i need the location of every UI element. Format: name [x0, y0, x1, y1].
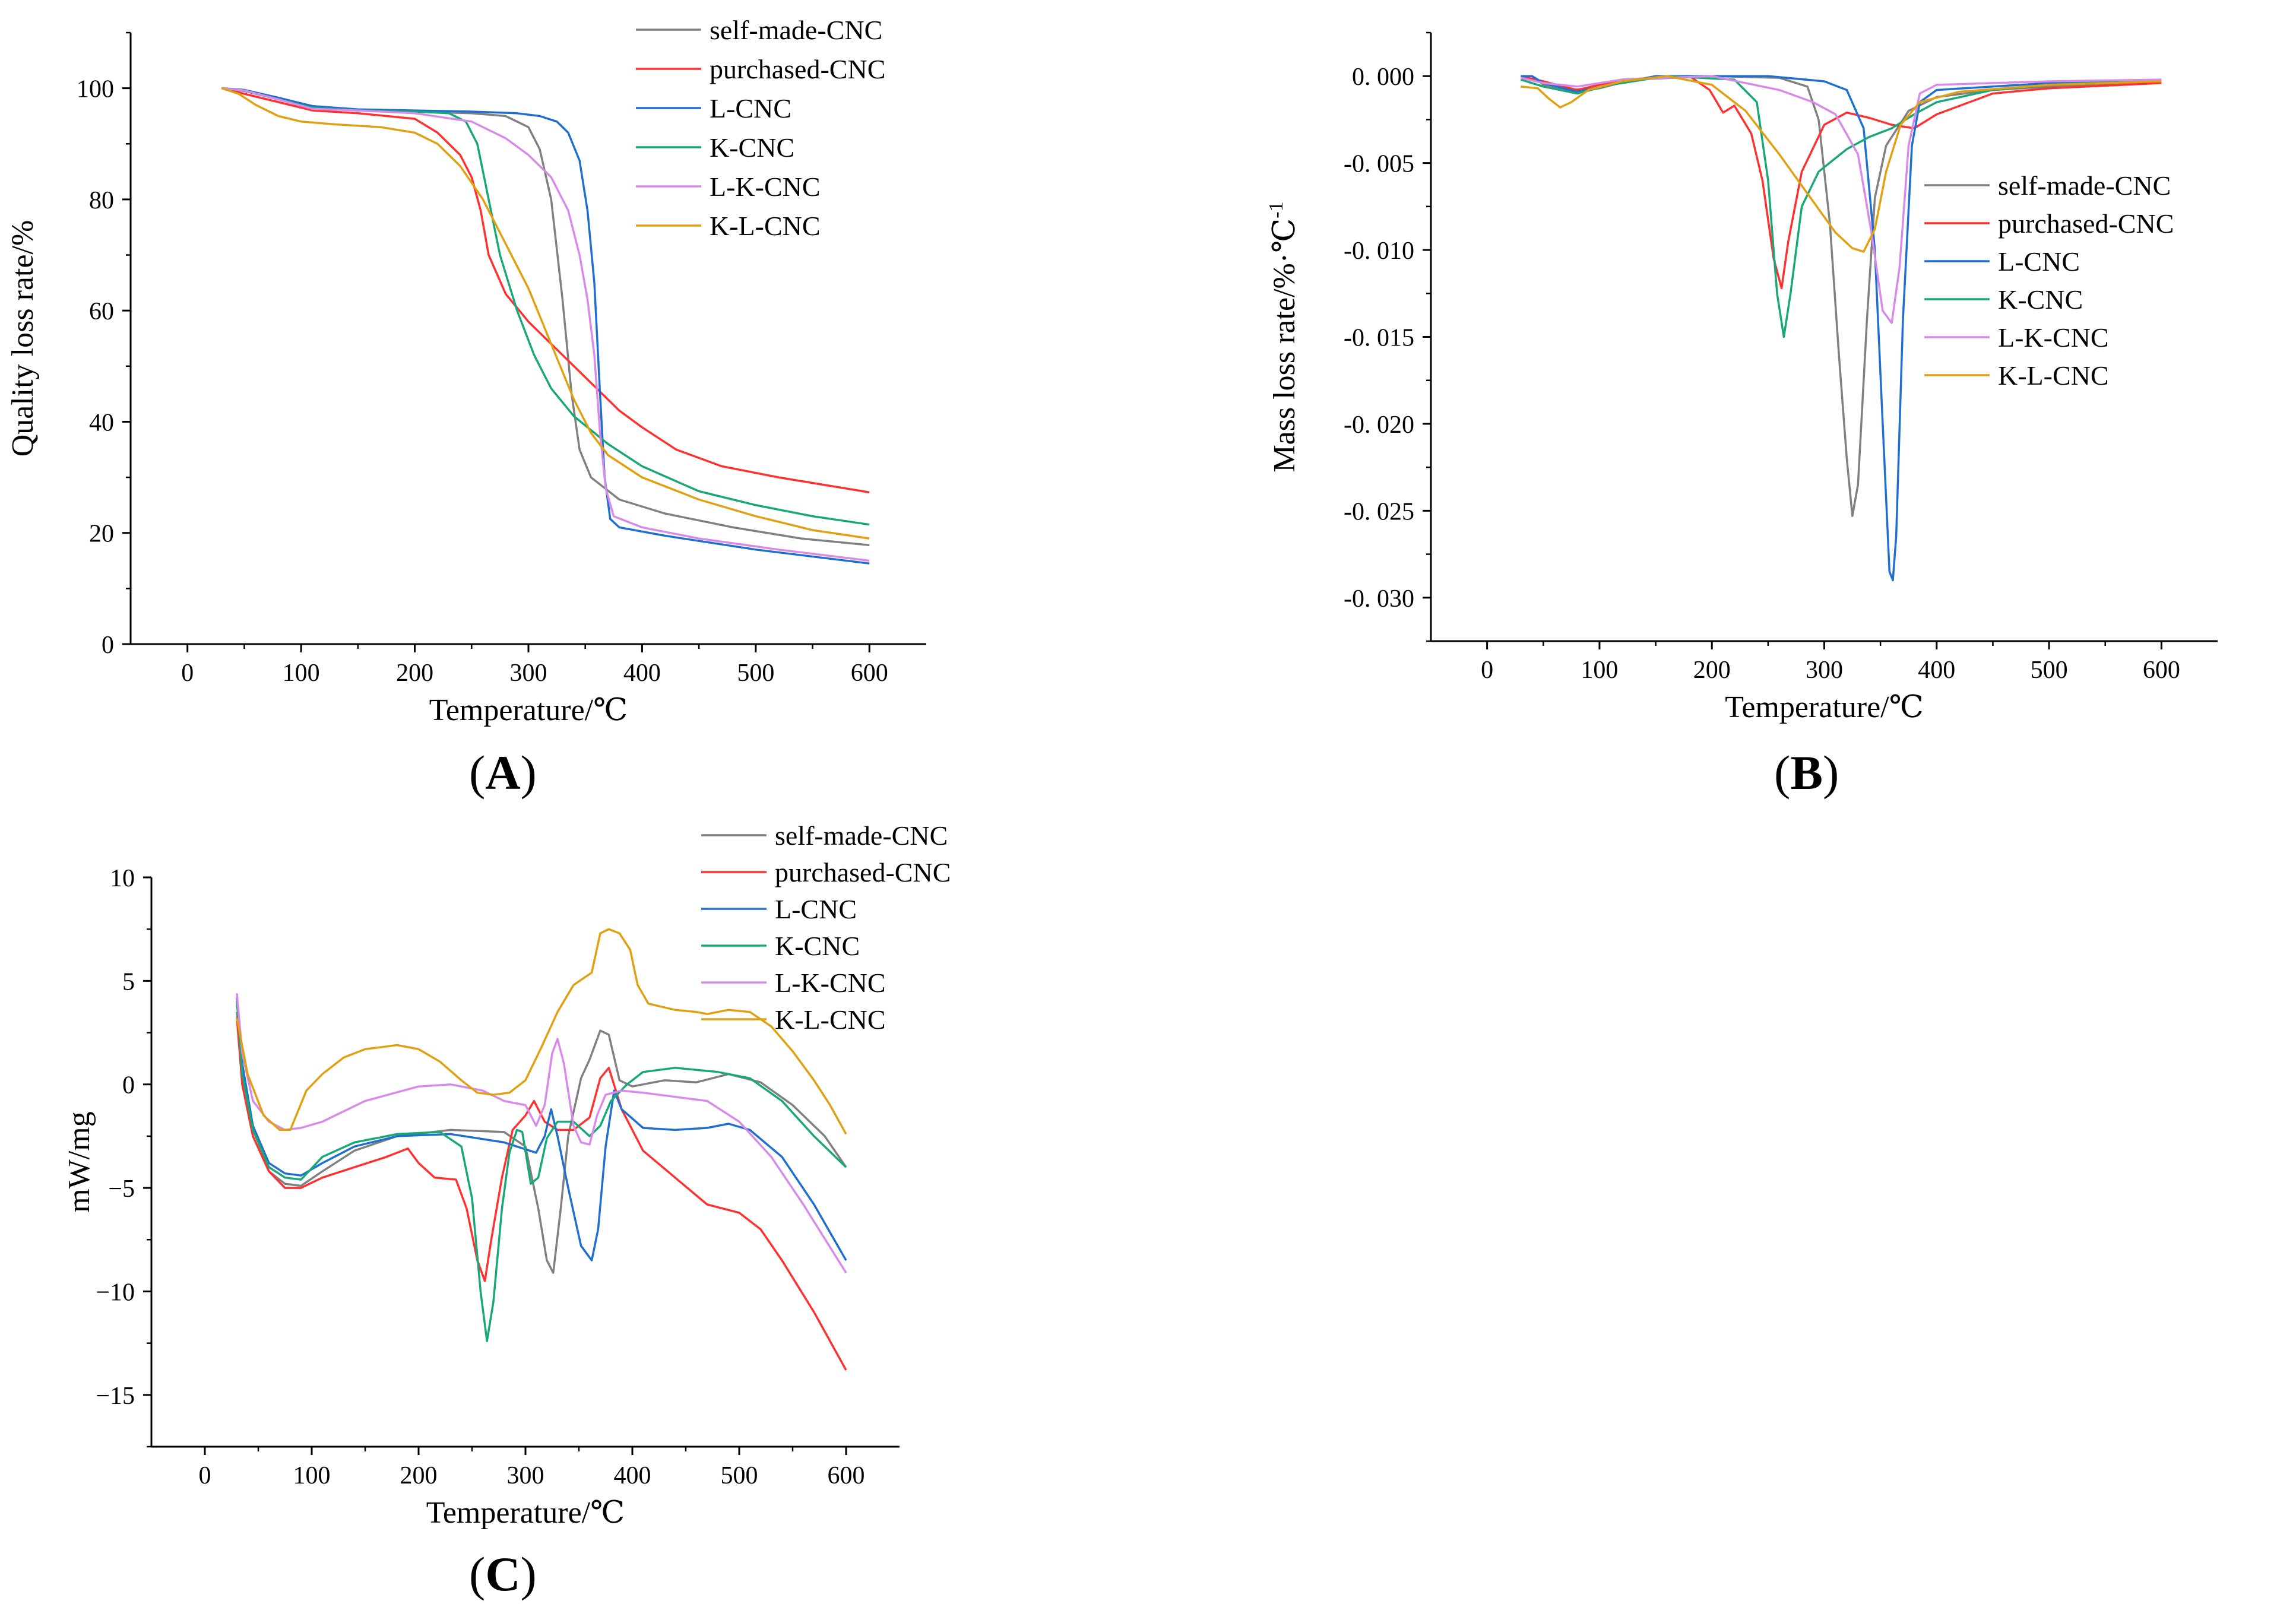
series-line-k-l-cnc	[221, 87, 870, 540]
series-line-k-l-cnc	[1521, 75, 2162, 253]
y-tick-label: −10	[96, 1279, 135, 1306]
y-axis-label-superscript: -1	[1265, 201, 1287, 218]
legend-label: K-CNC	[710, 132, 794, 163]
y-tick-label: −15	[96, 1383, 135, 1410]
series-line-purchased-cnc	[236, 1017, 847, 1371]
series-line-k-cnc	[236, 1001, 847, 1342]
x-tick-label: 500	[737, 660, 774, 687]
series-line-purchased-cnc	[221, 87, 870, 494]
series-line-k-cnc	[1520, 75, 2162, 338]
y-tick-label: 0	[102, 632, 114, 659]
x-tick-label: 200	[396, 660, 433, 687]
legend-label: K-CNC	[775, 931, 860, 961]
series-line-l-cnc	[236, 997, 847, 1261]
x-tick-label: 100	[1581, 657, 1618, 684]
y-tick-label: -0. 030	[1344, 585, 1414, 613]
x-tick-label: 500	[2031, 657, 2068, 684]
y-tick-label: -0. 015	[1344, 325, 1414, 352]
legend-label: L-K-CNC	[775, 968, 886, 998]
x-tick-label: 400	[623, 660, 661, 687]
legend-label: K-L-CNC	[775, 1004, 886, 1035]
x-tick-label: 100	[293, 1462, 331, 1489]
y-tick-label: 20	[89, 521, 114, 548]
x-tick-label: 600	[851, 660, 888, 687]
legend: self-made-CNC purchased-CNC L-CNC K-CNC L-K-…	[636, 15, 885, 241]
x-axis-label: Temperature/℃	[429, 693, 628, 727]
y-tick-label: 10	[110, 865, 135, 892]
x-axis-label: Temperature/℃	[426, 1496, 625, 1530]
x-tick-label: 0	[181, 660, 194, 687]
legend-label: L-K-CNC	[1998, 322, 2109, 353]
legend-label: purchased-CNC	[775, 857, 951, 887]
legend-label: self-made-CNC	[710, 15, 882, 45]
y-tick-label: -0. 010	[1344, 237, 1414, 265]
x-tick-label: 600	[828, 1462, 865, 1489]
y-tick-label: 60	[89, 298, 114, 325]
x-tick-label: 300	[507, 1462, 544, 1489]
legend-label: self-made-CNC	[1998, 170, 2171, 201]
x-tick-label: 300	[1806, 657, 1843, 684]
legend-label: self-made-CNC	[775, 820, 948, 851]
chart-panel-c: 0 100 200 300 400 500 600 10 5 0 −5 −10 −15 Temperatu…	[62, 820, 951, 1530]
series-line-l-k-cnc	[1521, 75, 2162, 324]
y-tick-label: −5	[108, 1175, 135, 1203]
legend-label: K-CNC	[1998, 284, 2083, 315]
legend-label: K-L-CNC	[710, 211, 821, 241]
y-axis-label: Quality loss rate/%	[6, 220, 40, 457]
y-tick-label: 80	[89, 187, 114, 214]
panel-label-b: (B)	[1774, 746, 1839, 800]
x-tick-label: 100	[283, 660, 320, 687]
panel-label-a: (A)	[469, 746, 537, 800]
y-tick-label: 40	[89, 409, 114, 436]
x-tick-label: 300	[510, 660, 547, 687]
series-line-l-k-cnc	[221, 87, 870, 562]
chart-panel-b: 0 100 200 300 400 500 600 0. 000 -0. 005 -0. 010 -…	[1265, 31, 2218, 724]
legend-label: L-CNC	[710, 93, 791, 123]
y-tick-label: -0. 005	[1344, 151, 1414, 178]
y-tick-label: -0. 020	[1344, 411, 1414, 439]
y-tick-label: 0. 000	[1352, 64, 1414, 91]
legend-label: L-K-CNC	[710, 172, 821, 202]
legend-label: purchased-CNC	[710, 54, 885, 84]
legend: self-made-CNC purchased-CNC L-CNC K-CNC L-K-…	[1924, 170, 2174, 391]
y-tick-label: 5	[122, 968, 135, 996]
x-tick-label: 0	[1481, 657, 1493, 684]
chart-panel-a: 0 100 200 300 400 500 600 0 20 40 60 80 100 Temperatu…	[6, 15, 926, 727]
y-tick-label: -0. 025	[1344, 498, 1414, 525]
x-tick-label: 400	[614, 1462, 651, 1489]
y-tick-label: 0	[122, 1072, 135, 1099]
x-tick-label: 400	[1918, 657, 1955, 684]
series-line-k-l-cnc	[236, 928, 847, 1135]
legend: self-made-CNC purchased-CNC L-CNC K-CNC L-K-…	[701, 820, 951, 1035]
legend-label: L-CNC	[1998, 246, 2080, 277]
x-axis-label: Temperature/℃	[1725, 690, 1924, 724]
x-tick-label: 200	[1693, 657, 1731, 684]
series-line-l-cnc	[221, 87, 870, 565]
x-tick-label: 200	[400, 1462, 438, 1489]
y-axis-label: Mass loss rate/%·℃-1	[1265, 201, 1301, 472]
x-tick-label: 600	[2143, 657, 2180, 684]
legend-label: purchased-CNC	[1998, 208, 2174, 239]
y-tick-label: 100	[77, 76, 114, 103]
legend-label: K-L-CNC	[1998, 360, 2109, 391]
panel-label-c: (C)	[469, 1547, 537, 1601]
legend-label: L-CNC	[775, 894, 857, 924]
series-line-self-made-cnc	[236, 1012, 847, 1274]
series-line-l-k-cnc	[236, 993, 847, 1274]
x-tick-label: 0	[199, 1462, 211, 1489]
x-tick-label: 500	[721, 1462, 758, 1489]
y-axis-label: mW/mg	[62, 1111, 96, 1212]
